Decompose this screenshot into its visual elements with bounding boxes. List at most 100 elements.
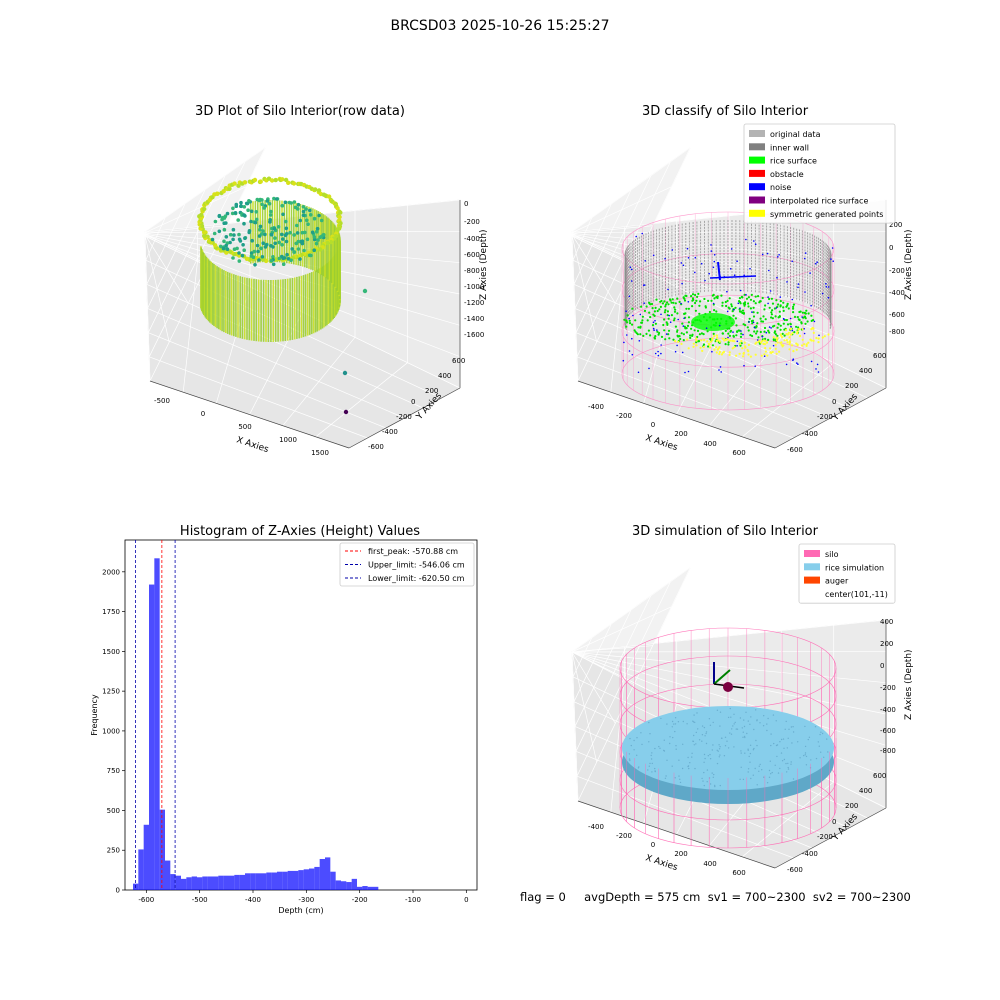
z-tick-label: -800 bbox=[889, 328, 905, 336]
rice-surface-point bbox=[738, 310, 742, 313]
symmetric-point bbox=[800, 344, 804, 347]
legend-swatch bbox=[749, 130, 765, 137]
data-point bbox=[272, 227, 277, 231]
data-point bbox=[269, 178, 275, 183]
rice-surface-point bbox=[680, 332, 683, 335]
rice-surface-point bbox=[773, 307, 777, 310]
rice-surface-point bbox=[651, 324, 655, 327]
data-point bbox=[301, 205, 306, 209]
symmetric-point bbox=[747, 343, 751, 346]
symmetric-point bbox=[764, 339, 767, 342]
rice-simulation-point bbox=[762, 725, 765, 727]
data-point bbox=[239, 200, 243, 205]
noise-point bbox=[635, 235, 637, 238]
rice-surface-point bbox=[659, 305, 663, 308]
y-tick-label: -400 bbox=[802, 430, 818, 438]
rice-surface-point bbox=[707, 299, 710, 302]
legend-swatch bbox=[749, 183, 765, 191]
symmetric-point bbox=[731, 347, 734, 350]
rice-surface-point bbox=[777, 323, 780, 326]
symmetric-point bbox=[739, 342, 742, 346]
rice-simulation-point bbox=[691, 752, 693, 754]
symmetric-point bbox=[778, 350, 781, 353]
rice-simulation-point bbox=[674, 717, 677, 719]
rice-simulation-point bbox=[687, 756, 689, 759]
data-point bbox=[284, 232, 289, 236]
data-point bbox=[236, 218, 240, 222]
y-tick-label: -200 bbox=[817, 413, 833, 421]
data-point bbox=[258, 227, 262, 232]
rice-surface-point bbox=[781, 332, 784, 335]
noise-point bbox=[821, 292, 824, 295]
data-point bbox=[326, 194, 332, 199]
rice-simulation-point bbox=[651, 771, 653, 773]
rice-surface-point bbox=[807, 312, 810, 315]
rice-surface-point bbox=[782, 306, 785, 309]
rice-simulation-point bbox=[732, 725, 734, 727]
rice-surface-point bbox=[729, 330, 732, 333]
rice-simulation-point bbox=[718, 756, 720, 758]
plot-area bbox=[124, 539, 478, 891]
rice-surface-point bbox=[742, 311, 746, 315]
symmetric-point bbox=[788, 336, 791, 339]
rice-simulation-point bbox=[744, 752, 746, 754]
symmetric-point bbox=[717, 347, 720, 350]
rice-surface-point bbox=[751, 322, 754, 325]
rice-surface-point bbox=[697, 340, 701, 343]
rice-surface-point bbox=[639, 333, 642, 336]
rice-simulation-point bbox=[682, 743, 684, 745]
noise-point bbox=[687, 257, 690, 259]
rice-simulation-point bbox=[695, 731, 697, 734]
rice-surface-point bbox=[770, 316, 773, 319]
rice-surface-point bbox=[789, 323, 792, 326]
rice-simulation-point bbox=[705, 732, 707, 735]
legend-label: symmetric generated points bbox=[770, 210, 883, 219]
histogram-bar bbox=[250, 873, 256, 890]
data-point bbox=[295, 223, 299, 228]
rice-simulation-point bbox=[766, 723, 768, 725]
legend-label: inner wall bbox=[770, 143, 809, 152]
rice-simulation-point bbox=[753, 728, 755, 731]
x-tick-label: 1000 bbox=[279, 436, 297, 444]
y-tick-label: 400 bbox=[438, 372, 451, 380]
noise-point bbox=[752, 321, 755, 324]
z-tick-label: -600 bbox=[889, 311, 905, 319]
symmetric-point bbox=[764, 347, 767, 350]
rice-surface-point bbox=[771, 317, 775, 320]
noise-point bbox=[630, 280, 633, 282]
data-point bbox=[213, 219, 218, 224]
rice-simulation-point bbox=[750, 777, 752, 780]
z-tick-label: 400 bbox=[880, 618, 893, 626]
symmetric-point bbox=[821, 336, 824, 339]
rice-surface-point bbox=[664, 305, 667, 308]
rice-surface-point bbox=[648, 302, 651, 305]
rice-simulation-point bbox=[786, 747, 788, 749]
x-tick-label: -400 bbox=[588, 403, 604, 411]
symmetric-point bbox=[823, 335, 826, 338]
data-point bbox=[312, 248, 317, 252]
y-tick-label: -200 bbox=[396, 413, 412, 421]
rice-simulation-point bbox=[678, 759, 680, 761]
rice-simulation-point bbox=[772, 714, 775, 716]
data-point bbox=[258, 224, 263, 229]
rice-simulation-point bbox=[755, 709, 757, 711]
data-point bbox=[284, 219, 288, 224]
rice-surface-point bbox=[727, 343, 730, 346]
rice-surface-point bbox=[792, 311, 795, 314]
data-point bbox=[300, 241, 305, 246]
rice-simulation-point bbox=[749, 723, 751, 725]
noise-point bbox=[665, 333, 668, 335]
rice-surface-point bbox=[761, 320, 765, 323]
noise-point bbox=[736, 260, 738, 263]
rice-simulation-point bbox=[804, 754, 806, 756]
rice-simulation-point bbox=[780, 752, 783, 754]
auger-axis-y bbox=[713, 669, 731, 685]
rice-surface-point bbox=[689, 334, 692, 337]
y-tick-label: 1750 bbox=[102, 608, 120, 616]
x-axis-line bbox=[577, 800, 776, 869]
rice-simulation-point bbox=[747, 768, 750, 770]
data-point bbox=[228, 232, 233, 237]
rice-simulation-point bbox=[785, 720, 787, 723]
data-point bbox=[233, 211, 238, 215]
rice-surface-point bbox=[649, 334, 652, 337]
